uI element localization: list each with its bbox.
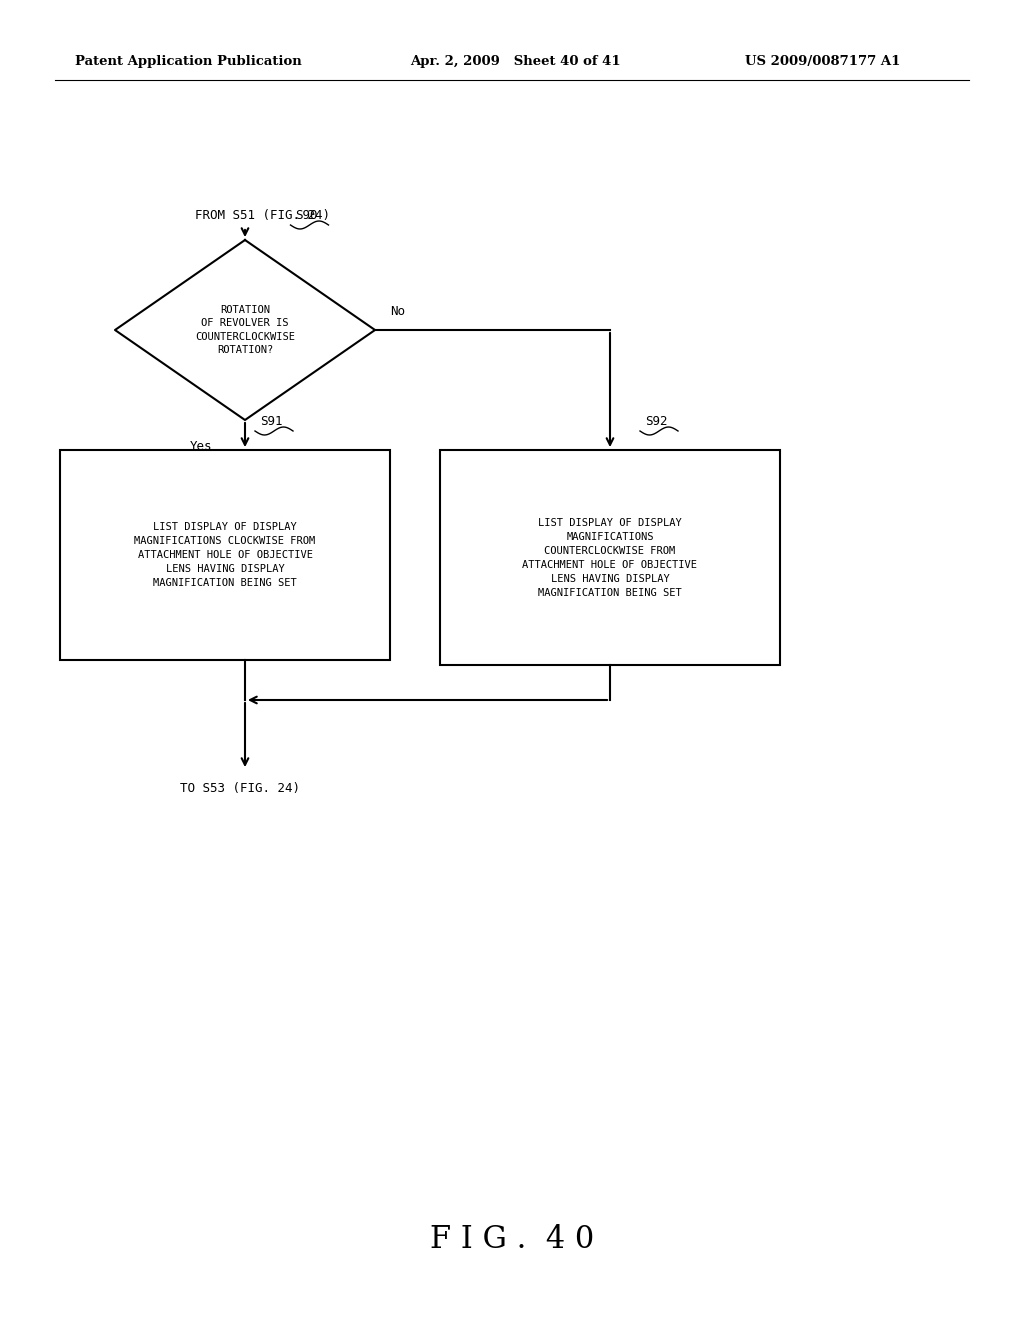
- Text: US 2009/0087177 A1: US 2009/0087177 A1: [745, 55, 900, 69]
- Text: LIST DISPLAY OF DISPLAY
MAGNIFICATIONS CLOCKWISE FROM
ATTACHMENT HOLE OF OBJECTI: LIST DISPLAY OF DISPLAY MAGNIFICATIONS C…: [134, 521, 315, 587]
- Text: Patent Application Publication: Patent Application Publication: [75, 55, 302, 69]
- Text: LIST DISPLAY OF DISPLAY
MAGNIFICATIONS
COUNTERCLOCKWISE FROM
ATTACHMENT HOLE OF : LIST DISPLAY OF DISPLAY MAGNIFICATIONS C…: [522, 517, 697, 598]
- Bar: [60, 450, 390, 660]
- Text: S91: S91: [260, 414, 283, 428]
- Text: S92: S92: [645, 414, 668, 428]
- Text: No: No: [390, 305, 406, 318]
- Text: ROTATION
OF REVOLVER IS
COUNTERCLOCKWISE
ROTATION?: ROTATION OF REVOLVER IS COUNTERCLOCKWISE…: [195, 305, 295, 355]
- Text: Yes: Yes: [190, 440, 213, 453]
- Text: S90: S90: [296, 209, 318, 222]
- Text: FROM S51 (FIG. 24): FROM S51 (FIG. 24): [195, 209, 330, 222]
- Bar: [440, 450, 780, 665]
- Text: TO S53 (FIG. 24): TO S53 (FIG. 24): [180, 781, 300, 795]
- Text: Apr. 2, 2009   Sheet 40 of 41: Apr. 2, 2009 Sheet 40 of 41: [410, 55, 621, 69]
- Text: F I G .  4 0: F I G . 4 0: [430, 1225, 594, 1255]
